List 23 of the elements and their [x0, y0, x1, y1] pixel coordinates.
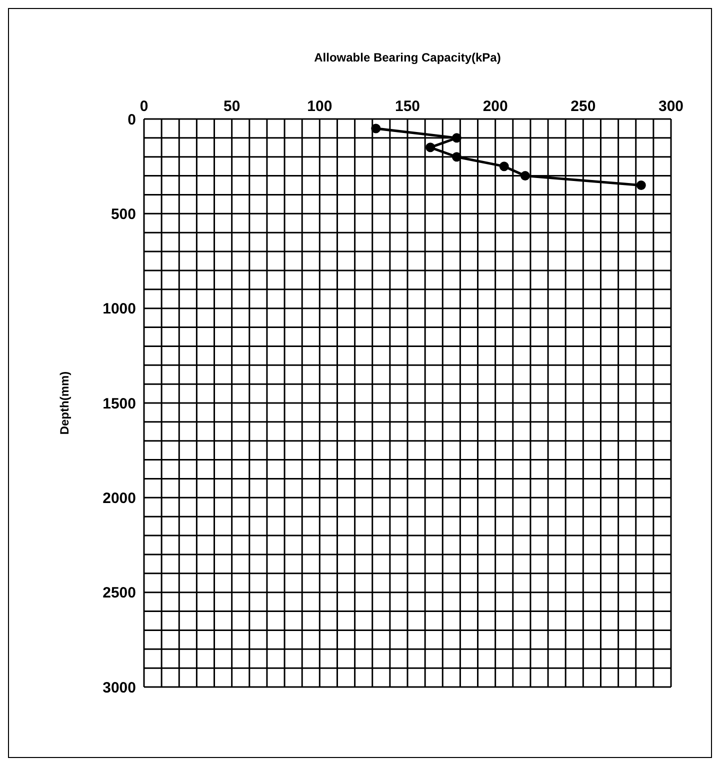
point: [636, 180, 646, 190]
y-tick-label: 1000: [102, 300, 136, 318]
point: [452, 133, 462, 143]
x-tick-label: 100: [307, 98, 332, 115]
point: [452, 152, 462, 162]
x-tick-label: 200: [482, 98, 508, 115]
x-tick-label: 150: [394, 98, 420, 115]
x-tick-label: 300: [658, 98, 684, 115]
x-tick-label: 50: [223, 98, 240, 115]
y-tick-label: 1500: [102, 395, 136, 412]
x-tick-label: 0: [140, 98, 148, 115]
point: [371, 124, 381, 134]
point: [520, 171, 530, 181]
y-tick-label: 2500: [102, 584, 136, 602]
x-axis-title: Allowable Bearing Capacity(kPa): [314, 50, 501, 65]
point: [426, 142, 436, 152]
y-axis-title: Depth(mm): [57, 371, 72, 435]
point: [499, 162, 509, 172]
y-tick-label: 500: [110, 206, 136, 223]
y-tick-label: 3000: [102, 679, 136, 696]
x-tick-label: 250: [570, 98, 596, 115]
y-tick-label: 2000: [102, 490, 136, 507]
y-tick-label: 0: [128, 111, 136, 128]
